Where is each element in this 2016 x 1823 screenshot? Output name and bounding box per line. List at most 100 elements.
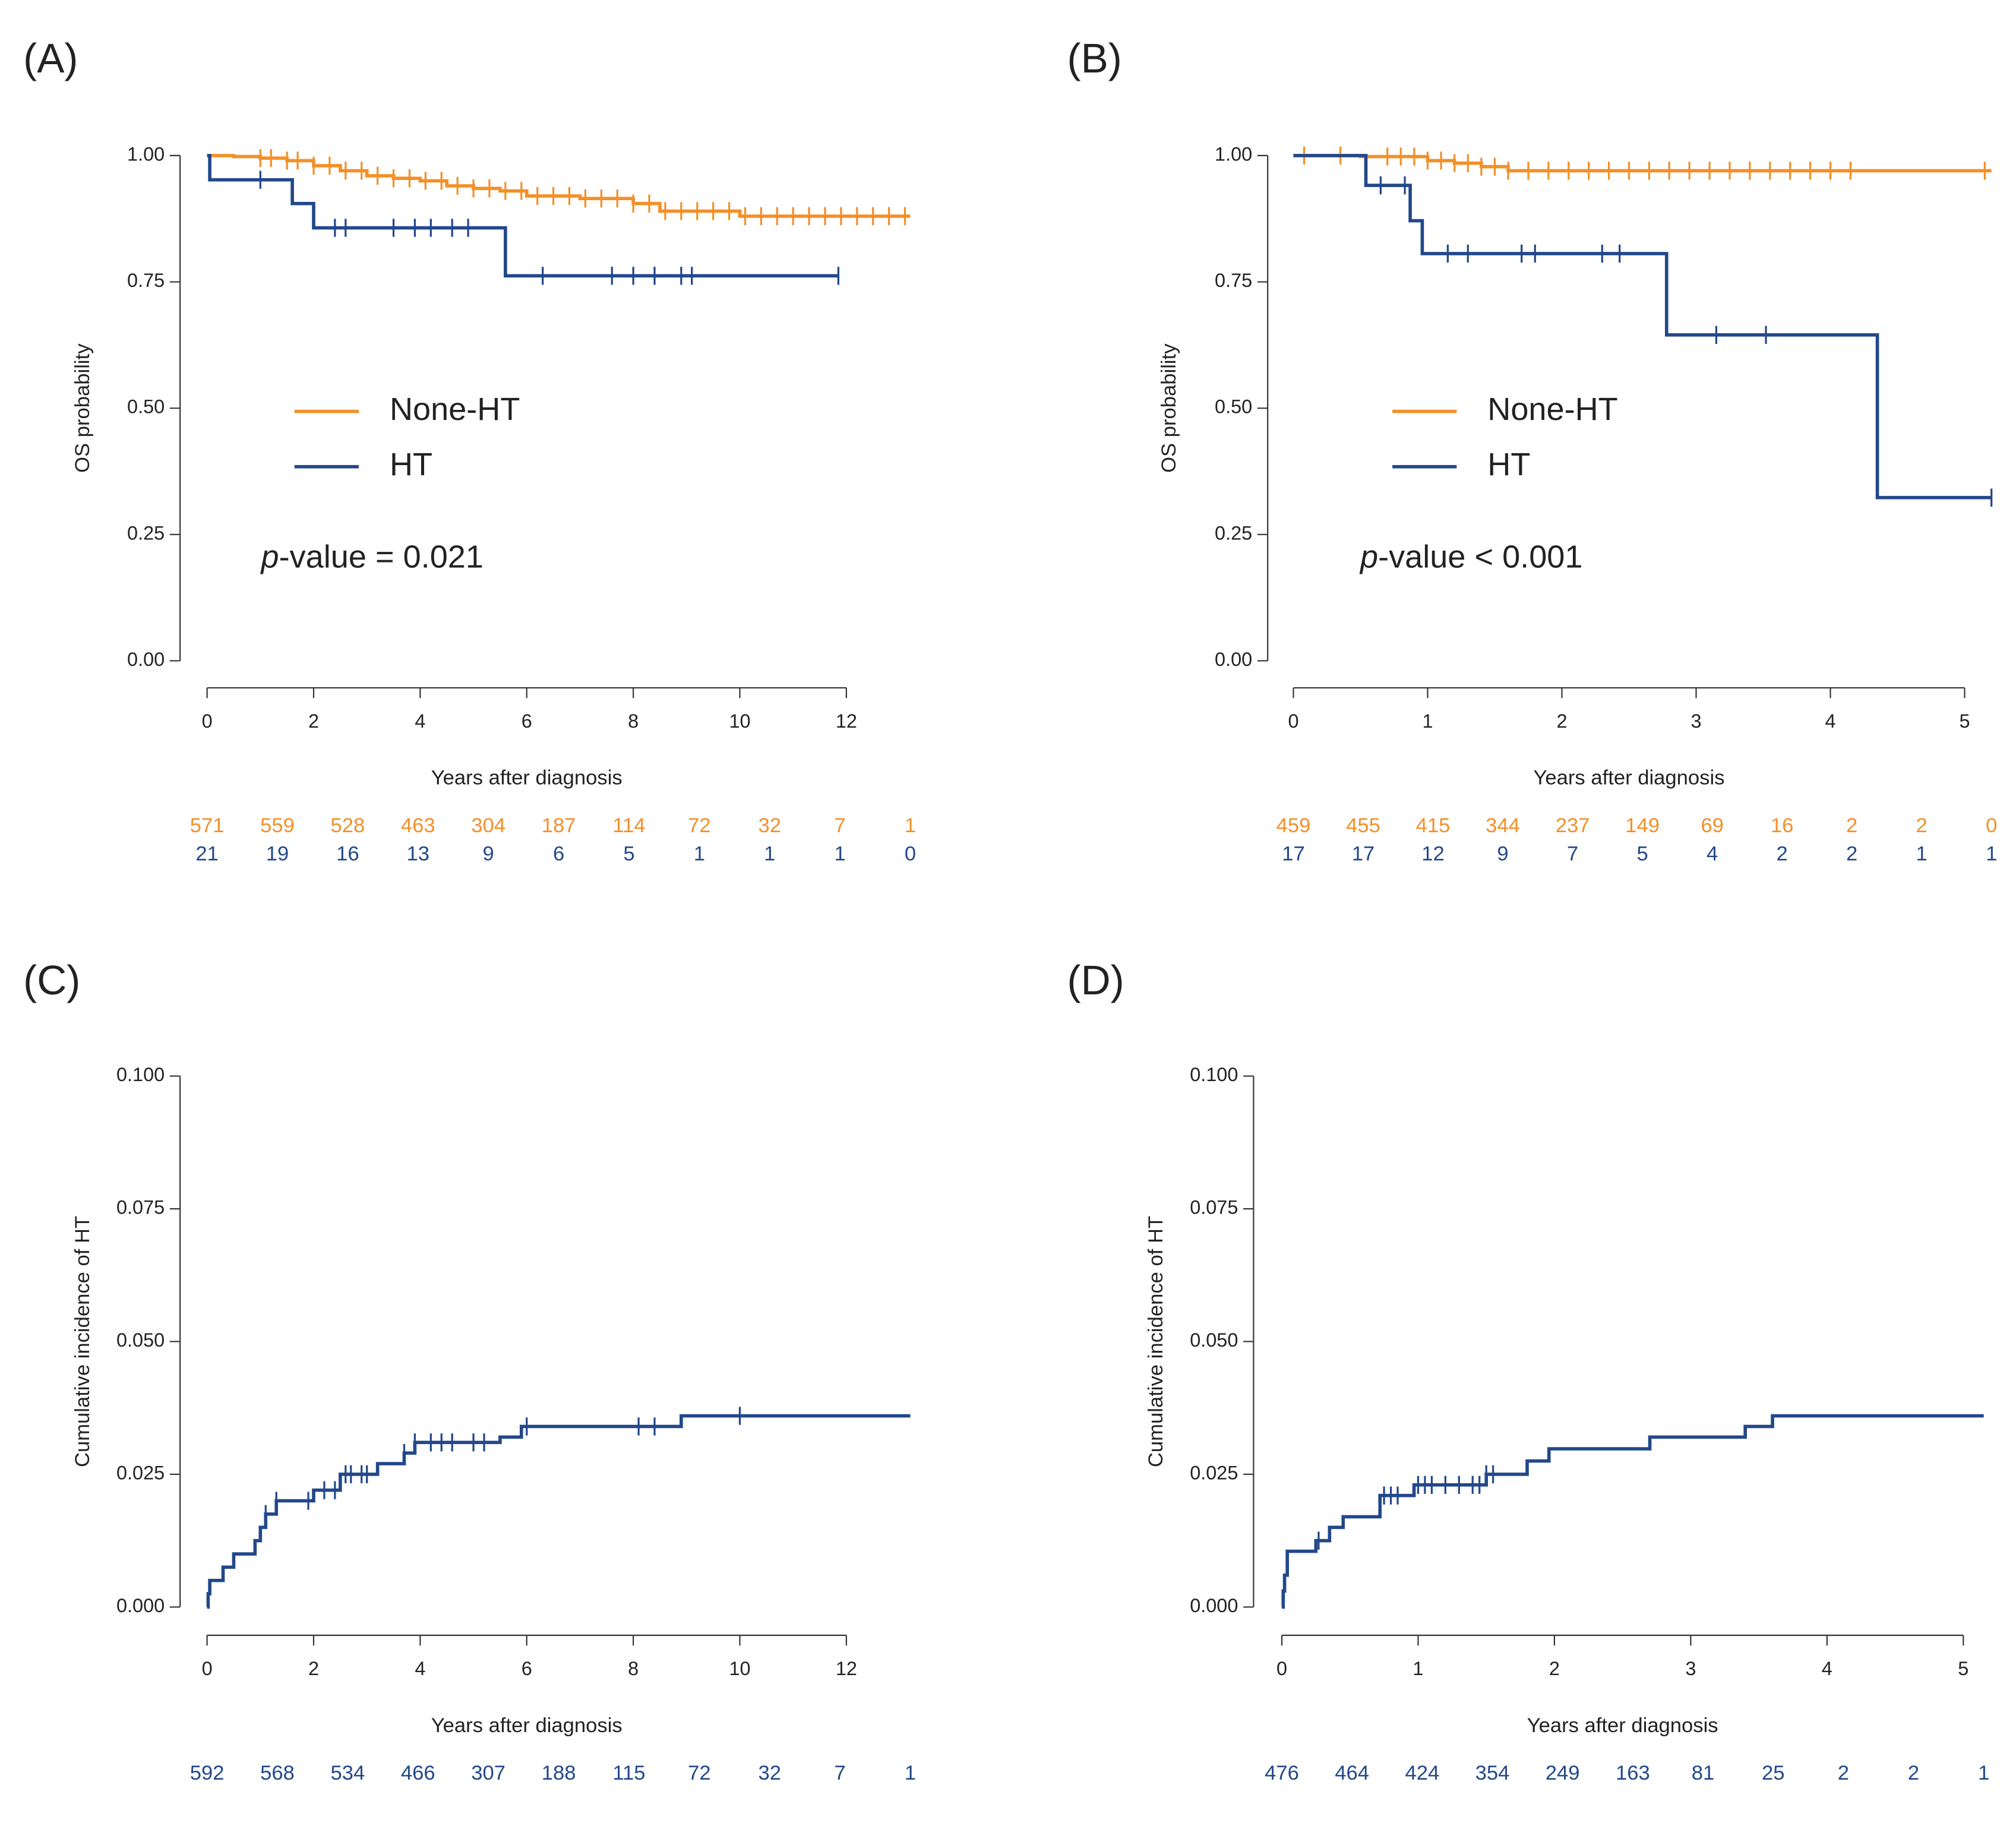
at-risk-number: 7 <box>834 814 845 837</box>
y-axis-title: Cumulative incidence of HT <box>1145 1216 1167 1467</box>
at-risk-number: 32 <box>758 1762 781 1784</box>
x-tick-label: 2 <box>308 710 319 732</box>
y-tick-label: 0.50 <box>1215 396 1252 418</box>
x-tick-label: 4 <box>415 710 425 732</box>
at-risk-number: 476 <box>1265 1762 1299 1784</box>
panel-label: (A) <box>23 35 78 81</box>
legend-label: HT <box>390 447 432 482</box>
at-risk-number: 1 <box>905 814 916 837</box>
at-risk-number: 344 <box>1486 814 1520 837</box>
at-risk-number: 459 <box>1276 814 1311 837</box>
x-axis-title: Years after diagnosis <box>431 1714 623 1737</box>
x-tick-label: 4 <box>1825 710 1835 732</box>
x-tick-label: 12 <box>836 1658 857 1679</box>
at-risk-number: 6 <box>553 842 564 865</box>
p-value: p-value < 0.001 <box>1359 539 1582 575</box>
at-risk-number: 463 <box>401 814 435 837</box>
at-risk-number: 2 <box>1916 814 1927 837</box>
x-axis-title: Years after diagnosis <box>431 767 623 789</box>
panel-label: (B) <box>1067 35 1122 81</box>
x-tick-label: 8 <box>628 710 639 732</box>
at-risk-number: 528 <box>331 814 365 837</box>
at-risk-number: 9 <box>1497 842 1508 865</box>
y-tick-label: 0.75 <box>127 270 165 291</box>
at-risk-number: 187 <box>542 814 576 837</box>
x-tick-label: 5 <box>1958 1658 1968 1679</box>
y-axis-title: OS probability <box>1158 343 1180 473</box>
x-axis-title: Years after diagnosis <box>1527 1714 1718 1737</box>
at-risk-number: 0 <box>905 842 916 865</box>
y-tick-label: 0.100 <box>1190 1064 1238 1085</box>
y-tick-label: 0.075 <box>1190 1197 1238 1218</box>
at-risk-number: 237 <box>1556 814 1590 837</box>
x-tick-label: 6 <box>522 710 532 732</box>
y-tick-label: 0.25 <box>1215 522 1252 544</box>
x-tick-label: 2 <box>1549 1658 1560 1679</box>
y-tick-label: 0.75 <box>1215 270 1252 291</box>
at-risk-number: 559 <box>260 814 295 837</box>
x-tick-label: 0 <box>1276 1658 1287 1679</box>
at-risk-number: 1 <box>1986 842 1997 865</box>
at-risk-number: 0 <box>1986 814 1997 837</box>
y-tick-label: 0.050 <box>116 1329 165 1351</box>
p-value-text: -value < 0.001 <box>1378 539 1582 575</box>
at-risk-number: 69 <box>1701 814 1724 837</box>
y-tick-label: 0.50 <box>127 396 165 418</box>
at-risk-number: 2 <box>1846 814 1857 837</box>
at-risk-number: 592 <box>190 1762 225 1784</box>
legend-label: None-HT <box>1487 391 1617 427</box>
x-tick-label: 8 <box>628 1658 639 1679</box>
y-tick-label: 0.00 <box>1215 649 1252 670</box>
at-risk-number: 571 <box>190 814 225 837</box>
at-risk-number: 4 <box>1707 842 1718 865</box>
p-value-italic: p <box>1359 539 1378 575</box>
at-risk-number: 2 <box>1777 842 1788 865</box>
at-risk-number: 466 <box>401 1762 435 1784</box>
at-risk-number: 13 <box>407 842 430 865</box>
x-tick-label: 4 <box>415 1658 425 1679</box>
panel-label: (C) <box>23 957 80 1003</box>
y-tick-label: 0.000 <box>1190 1595 1238 1616</box>
at-risk-number: 464 <box>1335 1762 1369 1784</box>
y-tick-label: 0.025 <box>116 1462 165 1484</box>
at-risk-number: 1 <box>694 842 705 865</box>
at-risk-number: 163 <box>1616 1762 1650 1784</box>
x-tick-label: 1 <box>1413 1658 1423 1679</box>
y-axis-title: Cumulative incidence of HT <box>71 1216 94 1467</box>
p-value-italic: p <box>260 539 279 575</box>
legend-label: HT <box>1487 447 1530 482</box>
at-risk-number: 1 <box>764 842 775 865</box>
at-risk-number: 424 <box>1405 1762 1439 1784</box>
y-tick-label: 1.00 <box>1215 143 1252 165</box>
x-tick-label: 6 <box>522 1658 532 1679</box>
y-tick-label: 1.00 <box>127 143 165 165</box>
at-risk-number: 72 <box>688 1762 710 1784</box>
y-tick-label: 0.00 <box>127 649 165 670</box>
x-tick-label: 10 <box>729 1658 750 1679</box>
at-risk-number: 25 <box>1762 1762 1785 1784</box>
x-tick-label: 0 <box>202 710 213 732</box>
at-risk-number: 249 <box>1546 1762 1580 1784</box>
at-risk-number: 32 <box>758 814 781 837</box>
x-tick-label: 4 <box>1822 1658 1832 1679</box>
y-tick-label: 0.050 <box>1190 1329 1238 1351</box>
y-tick-label: 0.25 <box>127 522 165 544</box>
at-risk-number: 17 <box>1352 842 1375 865</box>
y-tick-label: 0.000 <box>116 1595 165 1616</box>
survival-curve <box>206 1414 911 1609</box>
x-tick-label: 3 <box>1690 710 1701 732</box>
y-tick-label: 0.075 <box>116 1197 165 1218</box>
x-tick-label: 5 <box>1959 710 1970 732</box>
y-tick-label: 0.025 <box>1190 1462 1238 1484</box>
survival-curve <box>207 154 839 278</box>
at-risk-number: 188 <box>542 1762 576 1784</box>
at-risk-number: 307 <box>471 1762 505 1784</box>
at-risk-number: 149 <box>1625 814 1660 837</box>
at-risk-number: 19 <box>266 842 289 865</box>
p-value-text: -value = 0.021 <box>279 539 484 575</box>
at-risk-number: 16 <box>336 842 359 865</box>
at-risk-number: 21 <box>195 842 219 865</box>
x-tick-label: 0 <box>202 1658 213 1679</box>
x-tick-label: 3 <box>1685 1658 1696 1679</box>
at-risk-number: 16 <box>1771 814 1794 837</box>
